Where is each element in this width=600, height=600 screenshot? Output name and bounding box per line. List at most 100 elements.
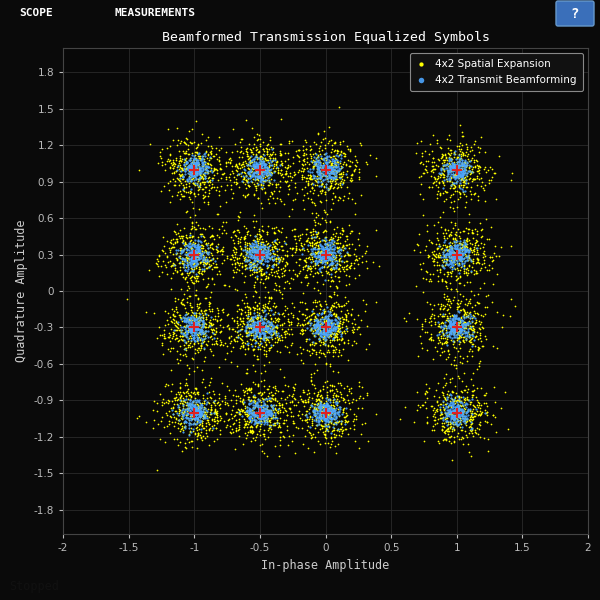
4x2 Spatial Expansion	[244, 175, 253, 184]
4x2 Spatial Expansion	[482, 417, 491, 427]
4x2 Transmit Beamforming	[448, 158, 458, 167]
4x2 Transmit Beamforming	[248, 245, 258, 254]
4x2 Transmit Beamforming	[184, 318, 194, 328]
4x2 Spatial Expansion	[258, 153, 268, 163]
4x2 Spatial Expansion	[443, 419, 453, 428]
4x2 Spatial Expansion	[350, 164, 359, 173]
4x2 Spatial Expansion	[209, 164, 219, 174]
4x2 Spatial Expansion	[212, 168, 222, 178]
4x2 Transmit Beamforming	[194, 395, 204, 405]
4x2 Transmit Beamforming	[446, 319, 456, 328]
4x2 Spatial Expansion	[442, 154, 451, 163]
4x2 Spatial Expansion	[191, 277, 200, 286]
4x2 Transmit Beamforming	[308, 246, 317, 256]
4x2 Spatial Expansion	[321, 226, 331, 236]
4x2 Transmit Beamforming	[247, 412, 256, 421]
4x2 Spatial Expansion	[332, 156, 342, 166]
4x2 Spatial Expansion	[488, 410, 497, 420]
4x2 Transmit Beamforming	[168, 409, 178, 419]
4x2 Spatial Expansion	[319, 134, 328, 144]
4x2 Transmit Beamforming	[187, 248, 197, 258]
4x2 Spatial Expansion	[262, 302, 272, 312]
4x2 Transmit Beamforming	[441, 252, 451, 262]
4x2 Spatial Expansion	[462, 263, 472, 272]
4x2 Spatial Expansion	[440, 422, 449, 432]
4x2 Spatial Expansion	[248, 259, 258, 268]
4x2 Spatial Expansion	[215, 415, 225, 425]
4x2 Transmit Beamforming	[319, 255, 329, 265]
4x2 Spatial Expansion	[462, 416, 472, 426]
4x2 Spatial Expansion	[287, 298, 296, 308]
4x2 Spatial Expansion	[301, 144, 311, 154]
4x2 Spatial Expansion	[266, 332, 276, 341]
4x2 Transmit Beamforming	[263, 323, 273, 333]
4x2 Spatial Expansion	[191, 311, 201, 321]
4x2 Spatial Expansion	[162, 251, 172, 261]
4x2 Transmit Beamforming	[179, 159, 189, 169]
4x2 Transmit Beamforming	[251, 171, 261, 181]
4x2 Spatial Expansion	[191, 161, 200, 171]
4x2 Transmit Beamforming	[459, 414, 469, 424]
4x2 Spatial Expansion	[315, 251, 325, 260]
4x2 Spatial Expansion	[174, 389, 184, 399]
4x2 Transmit Beamforming	[455, 245, 464, 254]
4x2 Spatial Expansion	[317, 185, 327, 194]
4x2 Spatial Expansion	[314, 395, 324, 405]
4x2 Transmit Beamforming	[187, 321, 197, 331]
4x2 Spatial Expansion	[299, 344, 308, 354]
4x2 Transmit Beamforming	[449, 179, 458, 188]
4x2 Transmit Beamforming	[190, 252, 199, 262]
4x2 Spatial Expansion	[347, 318, 357, 328]
4x2 Transmit Beamforming	[190, 328, 200, 338]
4x2 Transmit Beamforming	[188, 322, 197, 332]
4x2 Spatial Expansion	[187, 409, 197, 419]
4x2 Spatial Expansion	[302, 272, 312, 281]
4x2 Spatial Expansion	[242, 313, 252, 323]
4x2 Spatial Expansion	[250, 392, 260, 401]
4x2 Spatial Expansion	[272, 347, 282, 356]
4x2 Spatial Expansion	[439, 324, 448, 334]
4x2 Spatial Expansion	[460, 385, 469, 394]
4x2 Transmit Beamforming	[193, 317, 203, 327]
4x2 Spatial Expansion	[258, 269, 268, 278]
4x2 Spatial Expansion	[336, 419, 346, 429]
4x2 Spatial Expansion	[256, 311, 266, 320]
4x2 Transmit Beamforming	[248, 314, 257, 324]
4x2 Spatial Expansion	[265, 149, 274, 158]
4x2 Transmit Beamforming	[315, 169, 325, 179]
4x2 Spatial Expansion	[339, 266, 349, 275]
4x2 Spatial Expansion	[313, 389, 323, 398]
4x2 Spatial Expansion	[280, 176, 290, 186]
4x2 Spatial Expansion	[323, 406, 332, 416]
4x2 Spatial Expansion	[461, 430, 470, 440]
4x2 Transmit Beamforming	[314, 162, 323, 172]
4x2 Spatial Expansion	[248, 263, 258, 272]
4x2 Spatial Expansion	[439, 251, 449, 261]
4x2 Spatial Expansion	[269, 227, 278, 237]
4x2 Transmit Beamforming	[188, 424, 198, 433]
4x2 Transmit Beamforming	[448, 171, 457, 181]
4x2 Spatial Expansion	[296, 394, 305, 404]
4x2 Spatial Expansion	[345, 251, 355, 260]
4x2 Spatial Expansion	[481, 302, 490, 311]
4x2 Spatial Expansion	[475, 333, 485, 343]
4x2 Spatial Expansion	[333, 233, 343, 242]
4x2 Spatial Expansion	[327, 408, 337, 418]
4x2 Spatial Expansion	[204, 180, 214, 190]
4x2 Spatial Expansion	[179, 388, 189, 398]
4x2 Transmit Beamforming	[191, 160, 200, 169]
4x2 Transmit Beamforming	[197, 412, 206, 421]
4x2 Spatial Expansion	[255, 139, 265, 148]
4x2 Spatial Expansion	[304, 278, 313, 288]
4x2 Spatial Expansion	[428, 161, 438, 170]
4x2 Transmit Beamforming	[188, 330, 197, 340]
4x2 Spatial Expansion	[250, 282, 259, 292]
4x2 Transmit Beamforming	[190, 261, 199, 271]
4x2 Spatial Expansion	[320, 182, 329, 192]
4x2 Spatial Expansion	[217, 228, 227, 238]
4x2 Transmit Beamforming	[326, 320, 336, 330]
4x2 Transmit Beamforming	[458, 166, 468, 176]
4x2 Transmit Beamforming	[244, 256, 254, 265]
4x2 Transmit Beamforming	[252, 401, 262, 411]
4x2 Spatial Expansion	[239, 390, 249, 400]
